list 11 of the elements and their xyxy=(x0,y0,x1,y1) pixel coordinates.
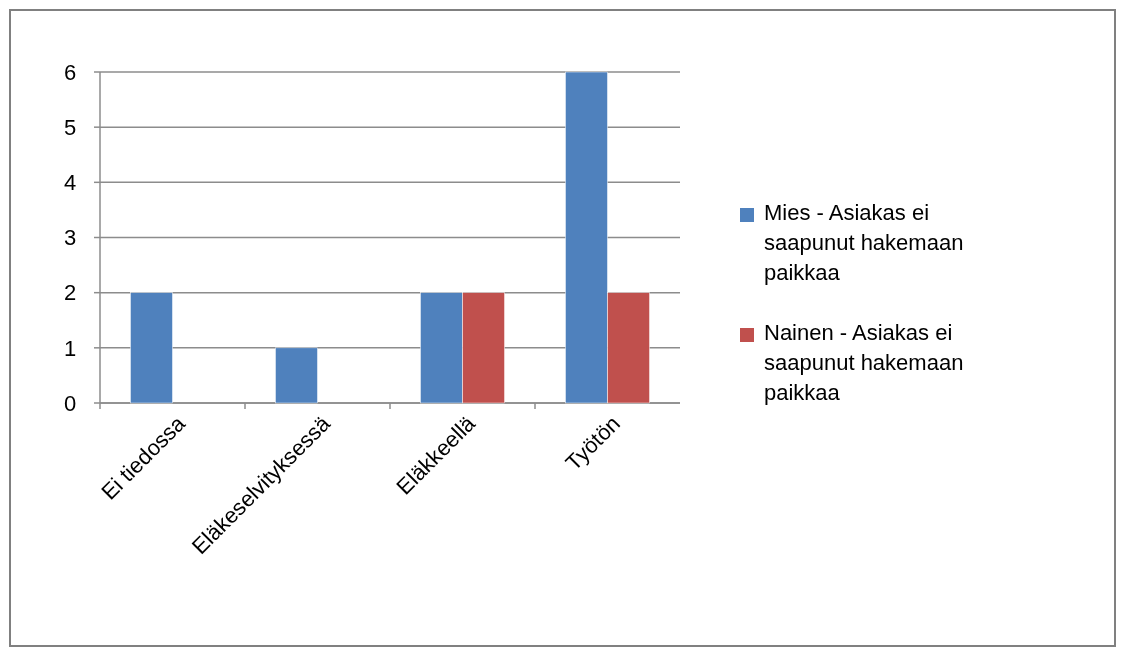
y-tick-label: 2 xyxy=(63,280,77,306)
bar xyxy=(130,292,173,404)
legend-label: Nainen - Asiakas ei saapunut hakemaan paikkaa xyxy=(764,320,964,405)
y-tick-label: 3 xyxy=(63,225,77,251)
y-tick-label: 4 xyxy=(63,170,77,196)
legend-label: Mies - Asiakas ei saapunut hakemaan paikkaa xyxy=(764,200,964,285)
y-tick-label: 6 xyxy=(63,59,77,85)
bar xyxy=(275,347,318,404)
y-tick-label: 5 xyxy=(63,114,77,140)
y-tick-label: 0 xyxy=(63,390,77,416)
y-tick-label: 1 xyxy=(63,335,77,361)
